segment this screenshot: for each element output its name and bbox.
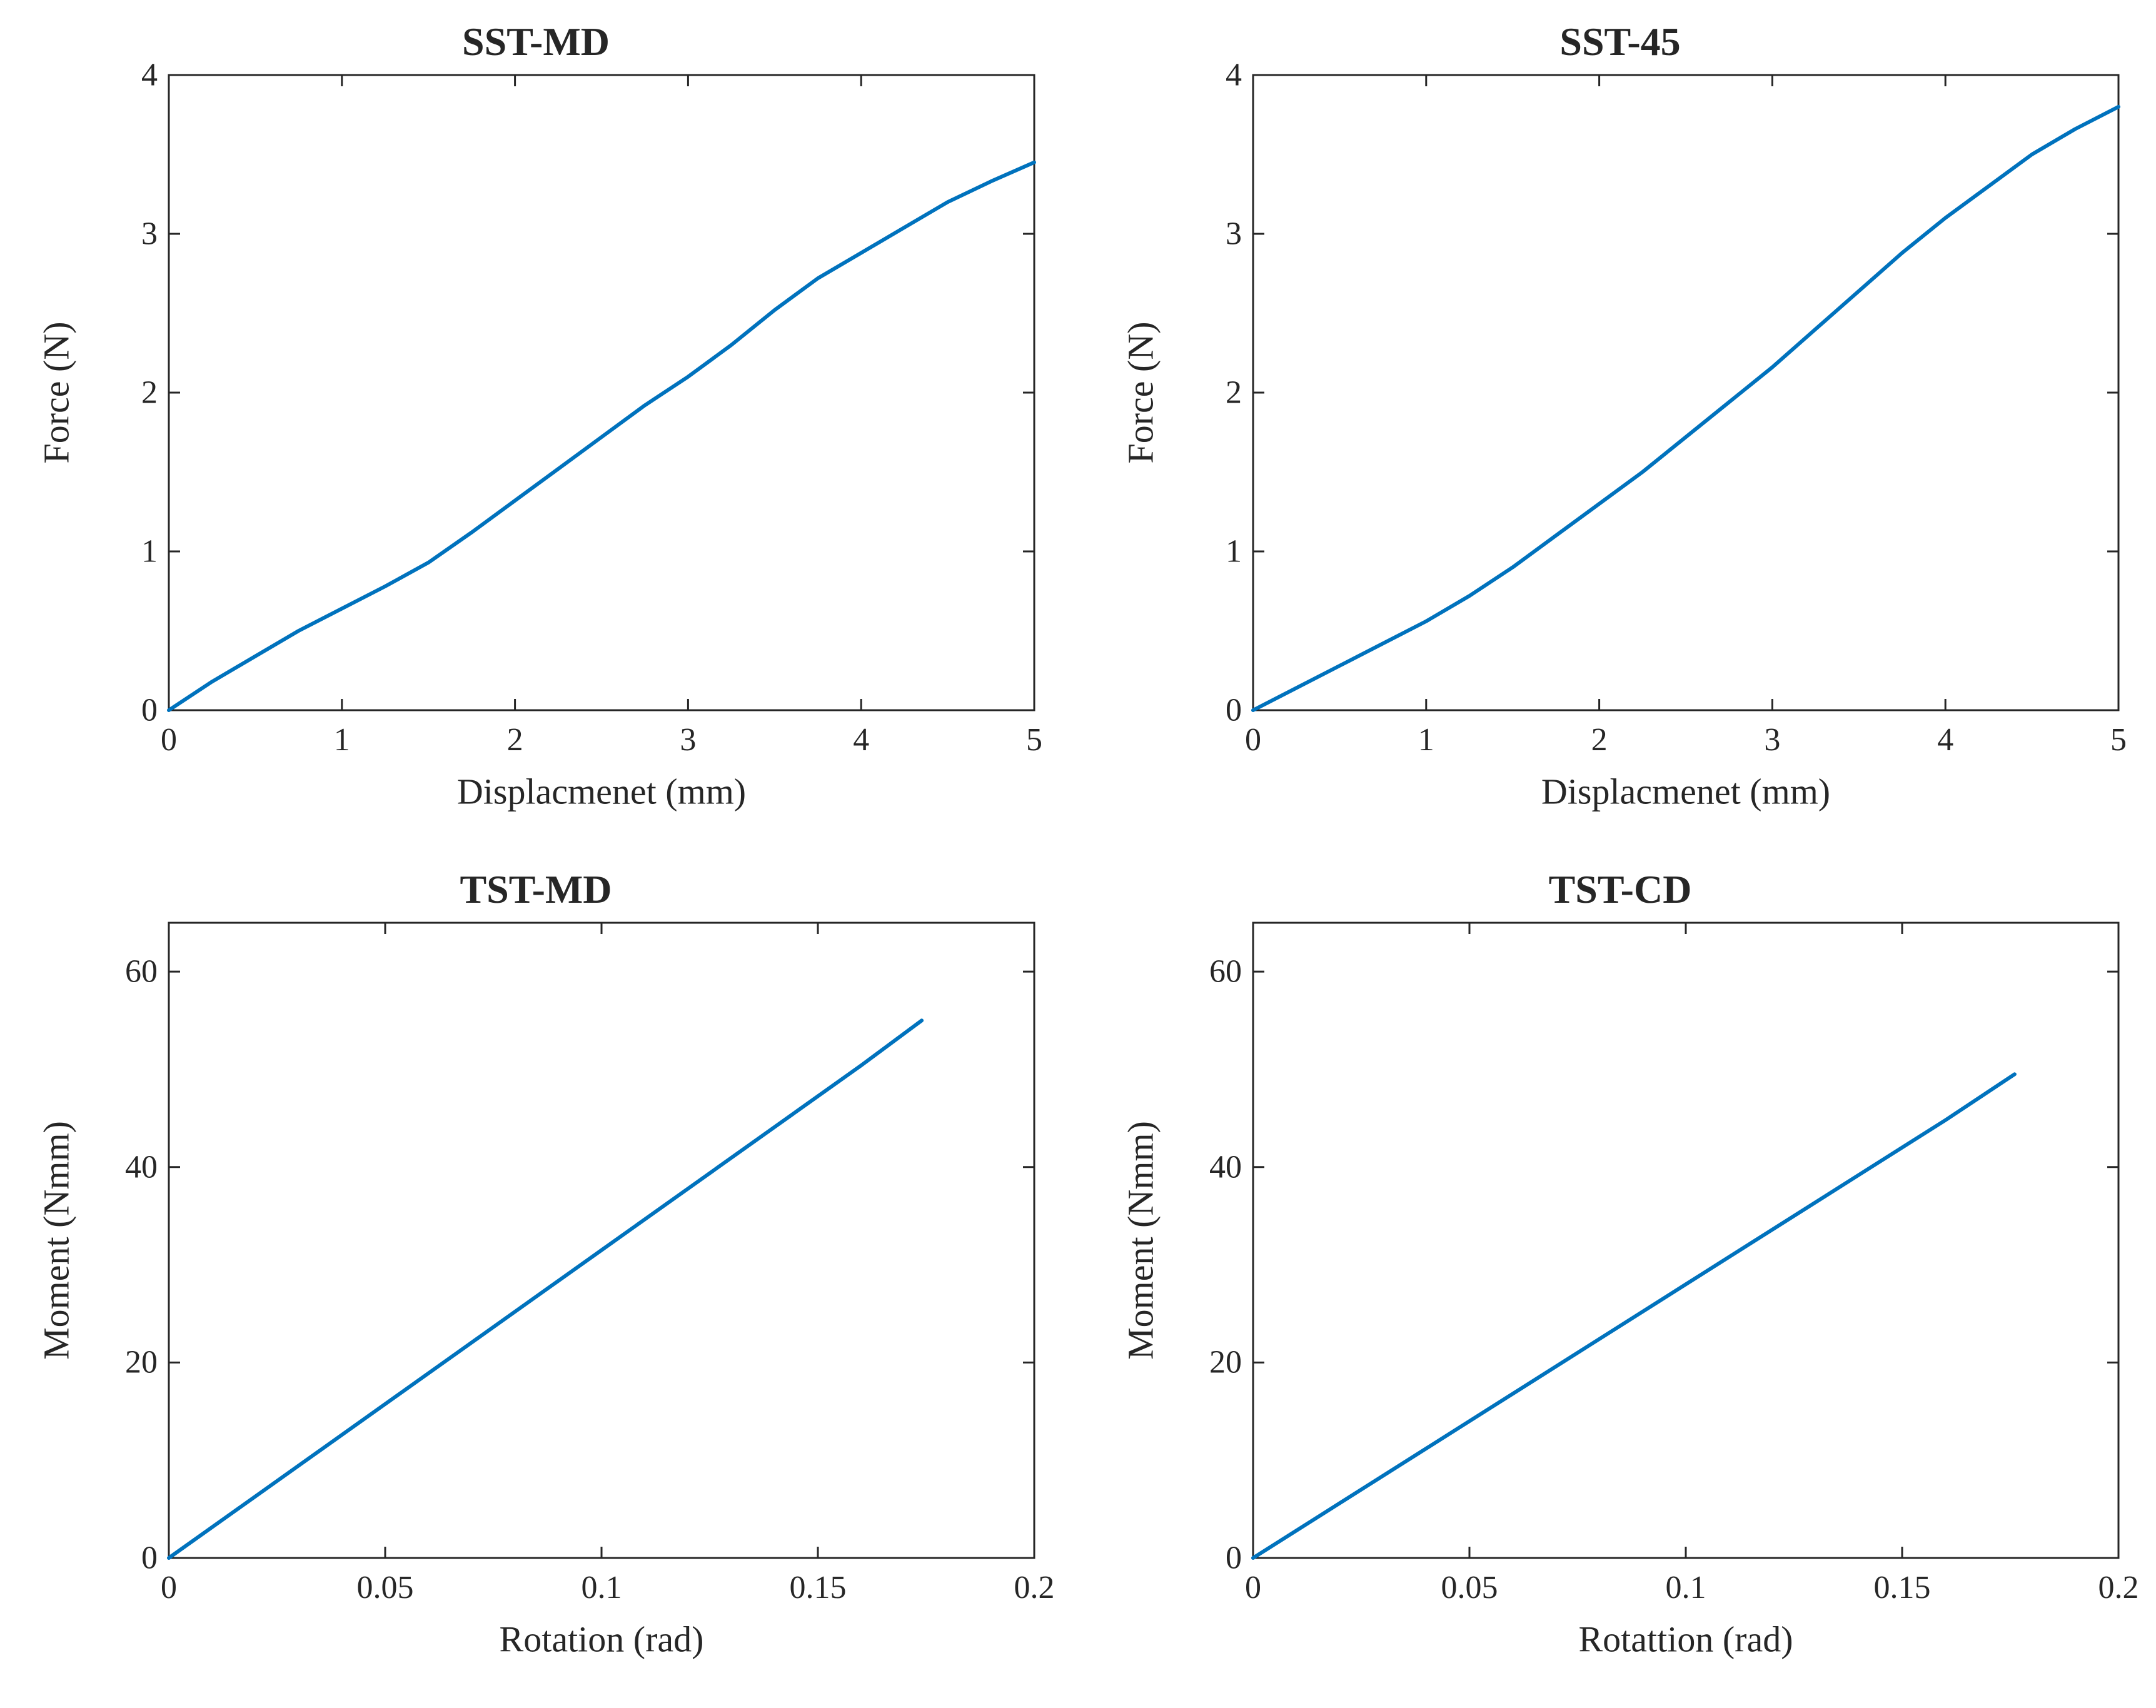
y-tick-label: 60 xyxy=(1209,953,1242,990)
x-tick-label: 0.05 xyxy=(357,1569,414,1606)
x-tick-label: 0.15 xyxy=(1874,1569,1931,1606)
axes xyxy=(169,75,1034,710)
x-tick-label: 0.2 xyxy=(1014,1569,1055,1606)
y-tick-label: 40 xyxy=(1209,1148,1242,1185)
series-line xyxy=(169,1020,922,1558)
y-axis-label: Moment (Nmm) xyxy=(1120,1121,1162,1360)
series-line xyxy=(1253,1074,2015,1558)
axes xyxy=(1253,75,2118,710)
series-line xyxy=(1253,107,2118,710)
x-tick-label: 4 xyxy=(1937,721,1953,758)
x-tick-label: 1 xyxy=(334,721,350,758)
y-tick-label: 0 xyxy=(1226,1540,1242,1577)
y-tick-label: 2 xyxy=(1226,374,1242,411)
x-tick-label: 3 xyxy=(1764,721,1780,758)
panel-sst-45: SST-45 0 1 2 3 4 5 0 1 2 3 4 Force (N) Displacmenet (… xyxy=(1103,19,2137,841)
axes xyxy=(169,923,1034,1558)
y-tick-label: 2 xyxy=(141,374,158,411)
x-axis-label: Displacmenet (mm) xyxy=(1253,771,2118,813)
x-tick-label: 2 xyxy=(1591,721,1608,758)
y-axis-label: Moment (Nmm) xyxy=(36,1121,78,1360)
axis-box xyxy=(169,923,1034,1558)
axis-box xyxy=(1253,923,2118,1558)
y-tick-label: 1 xyxy=(141,533,158,570)
y-tick-label: 20 xyxy=(1209,1344,1242,1381)
panel-sst-md: SST-MD 0 1 2 3 4 5 0 1 2 3 4 Force (N) Displacmenet (… xyxy=(19,19,1053,841)
x-tick-label: 0 xyxy=(1245,721,1261,758)
y-tick-label: 40 xyxy=(125,1148,158,1185)
series-line xyxy=(169,163,1034,710)
x-tick-label: 0.1 xyxy=(1666,1569,1706,1606)
chart-title: SST-45 xyxy=(1103,19,2137,65)
x-tick-label: 0 xyxy=(161,1569,177,1606)
axis-box xyxy=(1253,75,2118,710)
x-tick-label: 0 xyxy=(1245,1569,1261,1606)
x-tick-label: 5 xyxy=(2110,721,2127,758)
x-tick-label: 4 xyxy=(853,721,869,758)
axes xyxy=(1253,923,2118,1558)
y-tick-label: 20 xyxy=(125,1344,158,1381)
x-tick-label: 1 xyxy=(1418,721,1434,758)
axis-box xyxy=(169,75,1034,710)
chart-title: TST-MD xyxy=(19,867,1053,913)
x-axis-label: Rotattion (rad) xyxy=(1253,1619,2118,1660)
figure: SST-MD 0 1 2 3 4 5 0 1 2 3 4 Force (N) Displacmenet (… xyxy=(0,0,2156,1708)
x-axis-label: Rotation (rad) xyxy=(169,1619,1034,1660)
y-tick-label: 3 xyxy=(1226,216,1242,253)
y-tick-label: 0 xyxy=(141,1540,158,1577)
x-tick-label: 0.1 xyxy=(582,1569,622,1606)
y-tick-label: 0 xyxy=(141,692,158,729)
y-tick-label: 3 xyxy=(141,216,158,253)
x-tick-label: 0.05 xyxy=(1441,1569,1498,1606)
y-tick-label: 1 xyxy=(1226,533,1242,570)
y-tick-label: 60 xyxy=(125,953,158,990)
y-tick-label: 4 xyxy=(141,57,158,94)
chart-title: TST-CD xyxy=(1103,867,2137,913)
y-axis-label: Force (N) xyxy=(1120,321,1162,463)
x-tick-label: 2 xyxy=(507,721,523,758)
x-tick-label: 0 xyxy=(161,721,177,758)
y-tick-label: 4 xyxy=(1226,57,1242,94)
y-axis-label: Force (N) xyxy=(36,321,78,463)
x-tick-label: 5 xyxy=(1026,721,1042,758)
x-axis-label: Displacmenet (mm) xyxy=(169,771,1034,813)
panel-tst-cd: TST-CD 0 0.05 0.1 0.15 0.2 0 20 40 60 Moment (Nmm)… xyxy=(1103,867,2137,1689)
x-tick-label: 0.2 xyxy=(2098,1569,2139,1606)
y-tick-label: 0 xyxy=(1226,692,1242,729)
panel-tst-md: TST-MD 0 0.05 0.1 0.15 0.2 0 20 40 60 Moment (Nmm)… xyxy=(19,867,1053,1689)
x-tick-label: 0.15 xyxy=(790,1569,847,1606)
x-tick-label: 3 xyxy=(680,721,696,758)
chart-title: SST-MD xyxy=(19,19,1053,65)
